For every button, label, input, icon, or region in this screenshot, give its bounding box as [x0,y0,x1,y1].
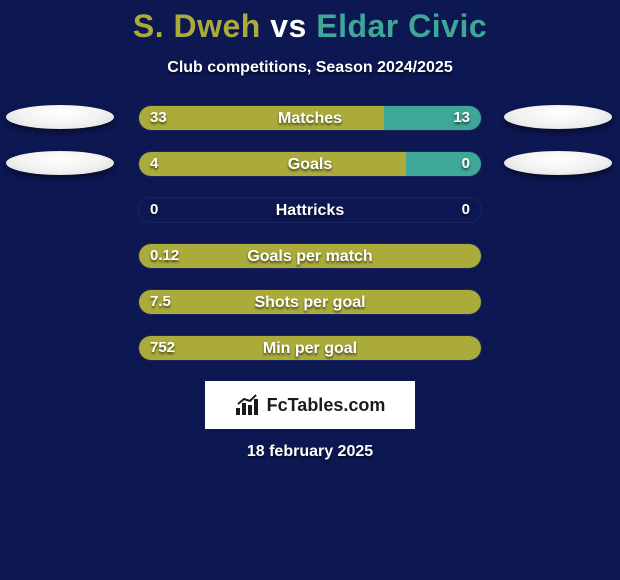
avatar-placeholder-icon [504,151,612,175]
stat-value-left: 0.12 [150,243,179,269]
avatar-placeholder-icon [6,105,114,129]
stats-list: Matches3313Goals40Hattricks00Goals per m… [0,105,620,361]
stat-label: Hattricks [139,198,481,222]
avatar-left [6,151,116,177]
stat-bar-track: Min per goal [138,335,482,361]
stat-value-right: 0 [462,197,470,223]
avatar-placeholder-icon [504,105,612,129]
stat-value-right: 13 [453,105,470,131]
stat-row: Hattricks0 0 [0,197,620,223]
stat-label: Shots per goal [139,290,481,314]
logo: FcTables.com [205,381,415,429]
avatar-left [6,105,116,131]
stat-label: Matches [139,106,481,130]
title: S. Dweh vs Eldar Civic [0,0,620,45]
stat-row: Shots per goal7.5 [0,289,620,315]
stat-bar-track: Shots per goal [138,289,482,315]
stat-label: Min per goal [139,336,481,360]
logo-text: FcTables.com [267,395,386,416]
stat-bar-track: Goals per match [138,243,482,269]
avatar-placeholder-icon [6,151,114,175]
fctables-icon [235,394,261,416]
title-player1: S. Dweh [133,8,261,44]
title-vs: vs [270,8,307,44]
stat-value-left: 4 [150,151,158,177]
stat-value-left: 33 [150,105,167,131]
avatar-right [504,105,614,131]
stat-bar-track: Matches [138,105,482,131]
stat-value-right: 0 [462,151,470,177]
comparison-card: S. Dweh vs Eldar Civic Club competitions… [0,0,620,580]
stat-bar-track: Goals [138,151,482,177]
stat-value-left: 7.5 [150,289,171,315]
date: 18 february 2025 [0,443,620,461]
subtitle: Club competitions, Season 2024/2025 [0,59,620,77]
stat-row: Goals4 0 [0,151,620,177]
stat-value-left: 0 [150,197,158,223]
stat-row: Min per goal752 [0,335,620,361]
avatar-right [504,151,614,177]
stat-row: Goals per match0.12 [0,243,620,269]
stat-value-left: 752 [150,335,175,361]
stat-label: Goals [139,152,481,176]
title-player2: Eldar Civic [316,8,487,44]
stat-row: Matches33 13 [0,105,620,131]
stat-bar-track: Hattricks [138,197,482,223]
stat-label: Goals per match [139,244,481,268]
